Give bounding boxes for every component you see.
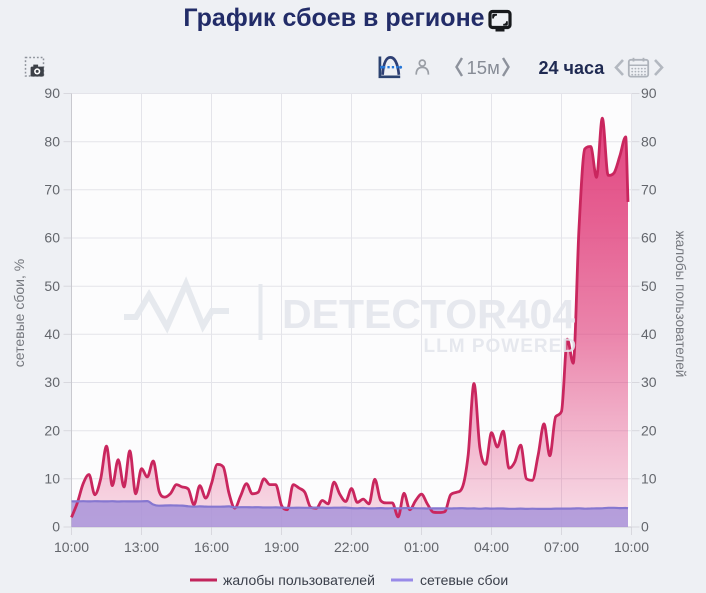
svg-text:80: 80: [641, 133, 657, 149]
svg-text:LLM POWERED: LLM POWERED: [424, 336, 578, 357]
svg-text:10:00: 10:00: [54, 539, 89, 555]
svg-text:сетевые сбои, %: сетевые сбои, %: [11, 259, 27, 367]
svg-text:жалобы пользователей: жалобы пользователей: [673, 231, 688, 378]
svg-text:40: 40: [641, 326, 657, 342]
svg-text:60: 60: [641, 230, 657, 246]
svg-text:19:00: 19:00: [264, 539, 299, 555]
svg-text:10: 10: [44, 470, 60, 486]
svg-text:70: 70: [44, 181, 60, 197]
svg-text:30: 30: [641, 374, 657, 390]
svg-text:жалобы пользователей: жалобы пользователей: [223, 572, 375, 588]
svg-text:22:00: 22:00: [334, 539, 369, 555]
svg-text:10:00: 10:00: [614, 539, 649, 555]
svg-text:DETECTOR404: DETECTOR404: [282, 291, 575, 337]
svg-text:10: 10: [641, 470, 657, 486]
svg-text:50: 50: [641, 278, 657, 294]
svg-text:24 часа: 24 часа: [539, 58, 606, 78]
svg-text:сетевые сбои: сетевые сбои: [420, 572, 508, 588]
svg-text:30: 30: [44, 374, 60, 390]
svg-text:60: 60: [44, 230, 60, 246]
svg-text:16:00: 16:00: [194, 539, 229, 555]
svg-text:04:00: 04:00: [474, 539, 509, 555]
svg-text:График сбоев в регионе: График сбоев в регионе: [183, 4, 484, 32]
svg-text:0: 0: [641, 519, 649, 535]
svg-text:20: 20: [44, 422, 60, 438]
svg-text:40: 40: [44, 326, 60, 342]
svg-text:15м: 15м: [467, 57, 500, 78]
svg-text:70: 70: [641, 181, 657, 197]
svg-text:01:00: 01:00: [404, 539, 439, 555]
svg-text:07:00: 07:00: [544, 539, 579, 555]
svg-text:13:00: 13:00: [124, 539, 159, 555]
svg-text:50: 50: [44, 278, 60, 294]
svg-text:0: 0: [52, 519, 60, 535]
svg-text:90: 90: [641, 85, 657, 101]
svg-text:80: 80: [44, 133, 60, 149]
svg-text:20: 20: [641, 422, 657, 438]
svg-text:90: 90: [44, 85, 60, 101]
